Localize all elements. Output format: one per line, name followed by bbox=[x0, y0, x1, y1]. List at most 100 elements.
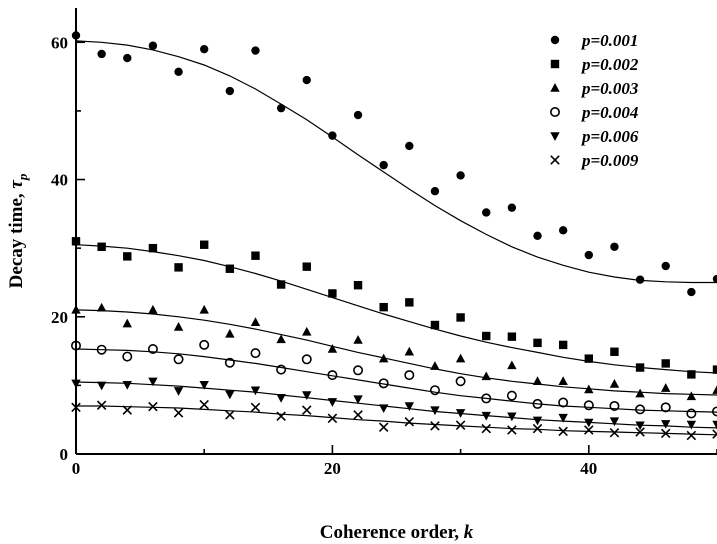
data-point bbox=[250, 402, 261, 413]
data-point bbox=[610, 242, 619, 251]
data-point bbox=[353, 395, 363, 405]
data-point bbox=[687, 370, 696, 379]
data-point bbox=[327, 344, 338, 353]
data-point bbox=[301, 354, 312, 365]
data-point bbox=[276, 280, 286, 289]
data-point bbox=[327, 413, 338, 424]
data-point bbox=[455, 420, 466, 430]
data-point bbox=[276, 334, 286, 344]
data-point bbox=[712, 274, 717, 284]
data-point bbox=[558, 340, 568, 350]
data-point bbox=[609, 427, 620, 438]
data-point bbox=[96, 381, 107, 391]
data-point bbox=[276, 411, 286, 422]
data-point bbox=[686, 408, 697, 419]
series-2 bbox=[71, 302, 717, 401]
data-point bbox=[327, 370, 338, 381]
data-point bbox=[199, 380, 209, 390]
data-point bbox=[404, 370, 415, 381]
data-point bbox=[97, 242, 106, 251]
legend-label: p=0.001 bbox=[580, 31, 638, 50]
data-point bbox=[456, 313, 465, 322]
data-point bbox=[558, 376, 568, 385]
y-axis-title-variable: τ bbox=[6, 180, 27, 189]
data-point bbox=[635, 363, 645, 372]
fit-line bbox=[75, 244, 717, 374]
data-point bbox=[609, 379, 620, 388]
data-point bbox=[660, 428, 671, 439]
series-4 bbox=[71, 377, 717, 431]
data-point bbox=[225, 86, 235, 96]
data-point bbox=[455, 376, 466, 387]
data-point bbox=[661, 261, 670, 271]
y-axis-title-text: Decay time, bbox=[6, 189, 27, 289]
legend-label: p=0.006 bbox=[580, 127, 639, 146]
data-point bbox=[173, 408, 184, 418]
data-point bbox=[430, 320, 440, 330]
data-point bbox=[378, 378, 389, 389]
data-point bbox=[686, 420, 697, 430]
plot-area bbox=[71, 31, 717, 441]
data-point bbox=[225, 264, 235, 273]
data-point bbox=[199, 339, 210, 350]
data-point bbox=[635, 427, 645, 437]
series-3 bbox=[71, 339, 717, 419]
data-point bbox=[404, 402, 415, 411]
data-point bbox=[173, 387, 184, 396]
data-point bbox=[122, 405, 133, 415]
data-point bbox=[635, 388, 645, 398]
data-point bbox=[635, 275, 645, 284]
data-point bbox=[327, 398, 338, 407]
data-point bbox=[482, 331, 491, 341]
x-axis-title-text: Coherence order, bbox=[320, 522, 464, 543]
data-point bbox=[533, 231, 542, 241]
data-point bbox=[456, 171, 465, 180]
data-point bbox=[225, 328, 235, 338]
data-point bbox=[687, 287, 696, 297]
data-point bbox=[558, 226, 568, 235]
data-point bbox=[378, 422, 389, 433]
data-point bbox=[533, 338, 542, 348]
y-tick-label: 20 bbox=[51, 308, 68, 327]
x-tick-label: 40 bbox=[580, 459, 597, 478]
data-point bbox=[173, 322, 184, 331]
axes: 0 20 40 0 20 40 60 bbox=[51, 8, 717, 478]
data-point bbox=[583, 400, 594, 411]
fit-line bbox=[75, 381, 717, 429]
data-point bbox=[532, 416, 543, 426]
y-tick-label: 0 bbox=[60, 445, 69, 464]
data-point bbox=[661, 383, 671, 392]
data-point bbox=[660, 402, 671, 413]
fit-line bbox=[75, 309, 717, 396]
data-point bbox=[584, 425, 594, 435]
data-point bbox=[122, 318, 132, 328]
data-point bbox=[148, 377, 158, 387]
data-point bbox=[430, 421, 440, 431]
data-point bbox=[328, 289, 337, 298]
series-1 bbox=[71, 237, 717, 379]
y-axis-title-subscript: p bbox=[15, 173, 30, 181]
fit-line bbox=[76, 405, 717, 436]
data-point bbox=[712, 429, 717, 439]
data-point bbox=[532, 398, 543, 409]
data-point bbox=[635, 404, 646, 415]
data-point bbox=[122, 380, 132, 390]
data-point bbox=[225, 390, 235, 400]
data-point bbox=[584, 418, 594, 428]
data-point bbox=[610, 347, 619, 356]
data-point bbox=[430, 361, 440, 370]
data-point bbox=[455, 409, 466, 418]
data-point bbox=[507, 360, 517, 370]
data-point bbox=[507, 203, 517, 212]
legend-marker bbox=[550, 35, 560, 45]
y-tick-label: 40 bbox=[51, 171, 68, 190]
data-point bbox=[199, 399, 209, 410]
data-point bbox=[302, 262, 311, 271]
data-point bbox=[481, 393, 492, 404]
axis-ticks: 0 20 40 0 20 40 60 bbox=[51, 33, 717, 478]
series-5 bbox=[71, 399, 717, 441]
data-point bbox=[507, 412, 517, 422]
data-point bbox=[224, 357, 235, 368]
data-point bbox=[353, 110, 363, 120]
